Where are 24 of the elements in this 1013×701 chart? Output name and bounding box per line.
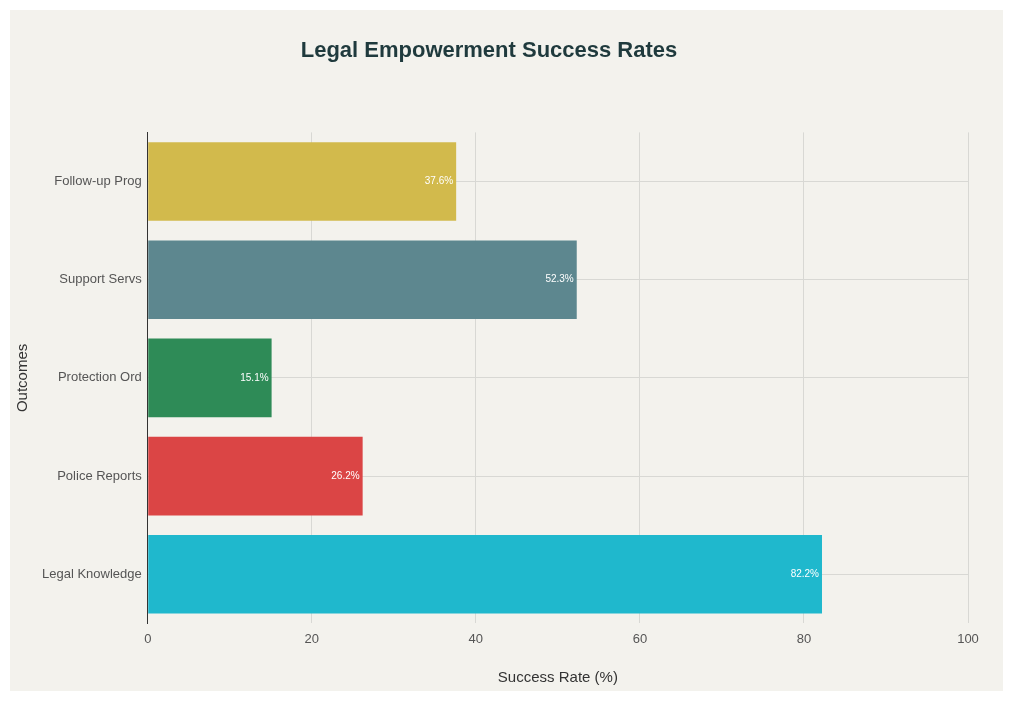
x-tick-label: 60 — [632, 630, 648, 646]
chart-title: Legal Empowerment Success Rates — [300, 37, 678, 63]
x-tick-label: 20 — [304, 630, 320, 646]
data-label: 52.3% — [545, 273, 574, 285]
data-label: 26.2% — [331, 469, 360, 481]
x-axis-title: Success Rate (%) — [497, 668, 618, 686]
y-tick-label: Support Servs — [59, 271, 143, 287]
y-tick-label: Protection Ord — [57, 369, 142, 385]
bar — [148, 535, 822, 614]
y-tick-label: Police Reports — [57, 467, 143, 483]
bar — [148, 142, 457, 221]
x-tick-label: 40 — [468, 630, 484, 646]
y-tick-label: Follow-up Prog — [54, 173, 142, 189]
y-axis-title: Outcomes — [13, 343, 31, 413]
y-tick-label: Legal Knowledge — [42, 565, 142, 581]
x-tick-label: 100 — [957, 630, 979, 646]
bar — [148, 240, 577, 319]
x-tick-label: 0 — [144, 630, 152, 646]
data-label: 82.2% — [790, 568, 820, 580]
bar — [148, 338, 272, 418]
data-label: 15.1% — [240, 371, 269, 383]
bar — [148, 436, 363, 516]
x-tick-label: 80 — [796, 630, 812, 646]
data-label: 37.6% — [424, 175, 454, 187]
